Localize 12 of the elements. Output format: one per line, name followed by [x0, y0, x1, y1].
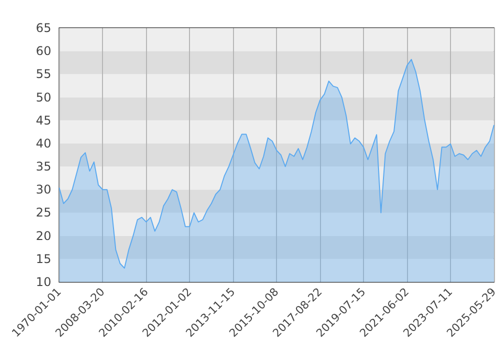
y-tick-label: 30: [36, 182, 52, 197]
y-tick-label: 45: [36, 113, 52, 128]
y-tick-label: 55: [36, 67, 52, 82]
y-tick-label: 35: [36, 160, 52, 174]
y-tick-label: 40: [36, 136, 52, 150]
y-tick-label: 60: [36, 44, 52, 58]
y-tick-label: 10: [36, 275, 52, 289]
y-tick-label: 15: [36, 252, 52, 266]
y-tick-label: 20: [36, 228, 52, 243]
y-tick-label: 25: [36, 206, 52, 220]
y-tick-label: 50: [36, 90, 52, 104]
y-tick-label: 65: [36, 21, 52, 35]
